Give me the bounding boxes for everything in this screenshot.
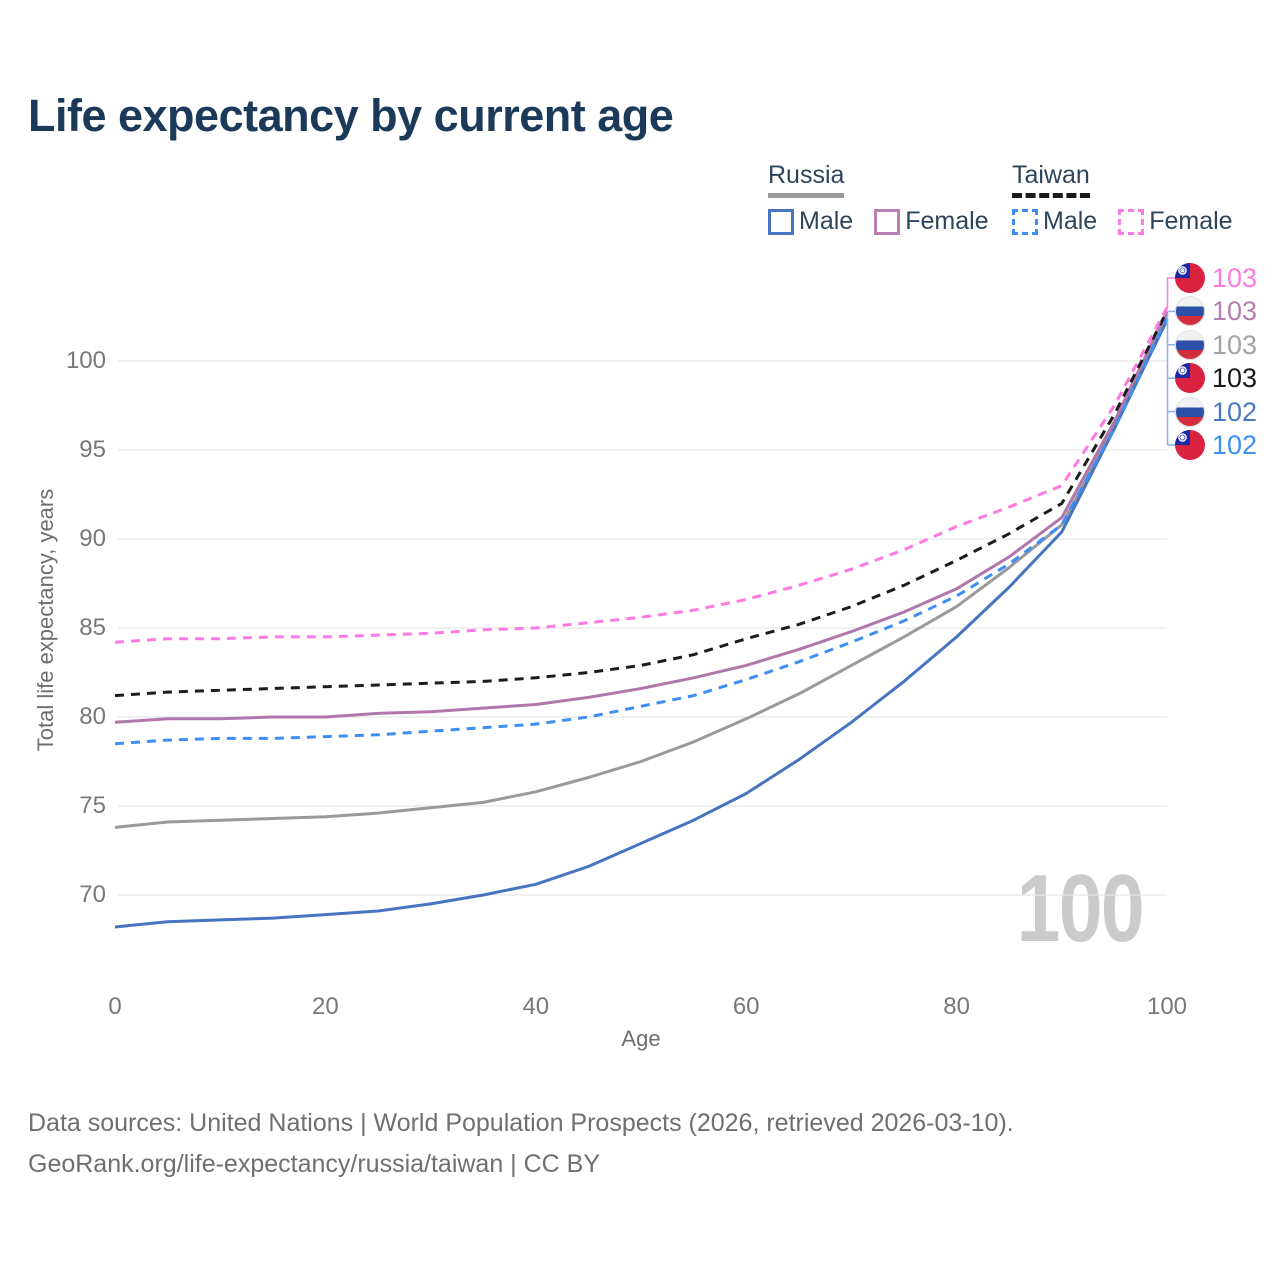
end-label-value: 102 (1212, 430, 1258, 460)
y-tick-label: 75 (79, 792, 106, 819)
legend-group-title-taiwan[interactable]: Taiwan (1012, 160, 1090, 199)
end-label-taiwan-female[interactable]: 103 (1175, 262, 1257, 294)
russia-male-swatch-icon (768, 208, 794, 235)
taiwan-flag-icon (1175, 363, 1205, 393)
legend-item-label: Female (905, 207, 989, 236)
y-tick-label: 100 (65, 347, 106, 374)
age-watermark: 100 (1016, 855, 1145, 962)
x-axis-title: Age (621, 1026, 661, 1051)
legend-group-title-russia[interactable]: Russia (768, 160, 845, 199)
footer: Data sources: United Nations | World Pop… (28, 1103, 1014, 1185)
y-tick-label: 85 (79, 614, 106, 641)
legend-item-russia-female[interactable]: Female (874, 207, 989, 236)
taiwan-male-swatch-icon (1012, 208, 1038, 235)
legend-item-label: Female (1149, 207, 1233, 236)
russia-female-swatch-icon (874, 208, 901, 235)
y-tick-label: 95 (79, 436, 106, 463)
x-tick-label: 60 (732, 993, 760, 1020)
legend-items-russia: Male Female (768, 207, 989, 236)
legend-item-taiwan-female[interactable]: Female (1118, 207, 1233, 236)
end-label-value: 103 (1212, 363, 1258, 394)
end-label-value: 102 (1212, 396, 1258, 427)
x-tick-label: 0 (108, 993, 122, 1020)
legend-item-label: Male (799, 207, 854, 236)
russia-flag-icon (1175, 397, 1205, 427)
footer-sources: Data sources: United Nations | World Pop… (28, 1109, 1014, 1137)
series-line-russia-male (114, 319, 1169, 929)
end-label-russia-male[interactable]: 102 (1175, 396, 1257, 428)
series-line-russia-female (114, 310, 1169, 724)
legend-item-russia-male[interactable]: Male (768, 207, 853, 236)
russia-flag-icon (1175, 296, 1205, 326)
x-tick-label: 100 (1146, 993, 1188, 1020)
x-tick-label: 80 (943, 993, 970, 1020)
y-tick-label: 90 (79, 525, 106, 552)
end-label-value: 103 (1212, 296, 1258, 327)
y-tick-label: 70 (79, 881, 106, 908)
series-line-taiwan-female (114, 306, 1169, 644)
y-tick-label: 80 (79, 703, 106, 730)
series-line-taiwan-all (114, 310, 1169, 698)
legend-item-label: Male (1043, 207, 1098, 236)
legend-group-taiwan: Taiwan Male Female (1012, 160, 1233, 236)
end-label-russia-female[interactable]: 103 (1175, 295, 1257, 327)
y-axis-title: Total life expectancy, years (33, 488, 58, 752)
legend-group-russia: Russia Male Female (768, 160, 989, 236)
end-label-taiwan-male[interactable]: 102 (1175, 429, 1257, 461)
end-label-russia-all[interactable]: 103 (1175, 329, 1257, 361)
footer-url: GeoRank.org/life-expectancy/russia/taiwa… (28, 1150, 601, 1178)
x-tick-label: 40 (522, 993, 550, 1020)
series-line-taiwan-male (114, 317, 1169, 746)
end-label-taiwan-all[interactable]: 103 (1175, 362, 1257, 394)
taiwan-female-swatch-icon (1118, 208, 1145, 235)
end-label-value: 103 (1212, 263, 1258, 293)
russia-flag-icon (1175, 330, 1205, 360)
taiwan-flag-icon (1175, 430, 1205, 460)
end-label-value: 103 (1212, 329, 1258, 360)
x-tick-label: 20 (312, 993, 339, 1020)
legend-items-taiwan: Male Female (1012, 207, 1233, 236)
page-title: Life expectancy by current age (28, 90, 674, 141)
taiwan-flag-icon (1175, 263, 1205, 293)
legend-item-taiwan-male[interactable]: Male (1012, 207, 1097, 236)
end-label-connector-pink (1166, 277, 1176, 308)
series-line-russia-all (114, 314, 1169, 829)
